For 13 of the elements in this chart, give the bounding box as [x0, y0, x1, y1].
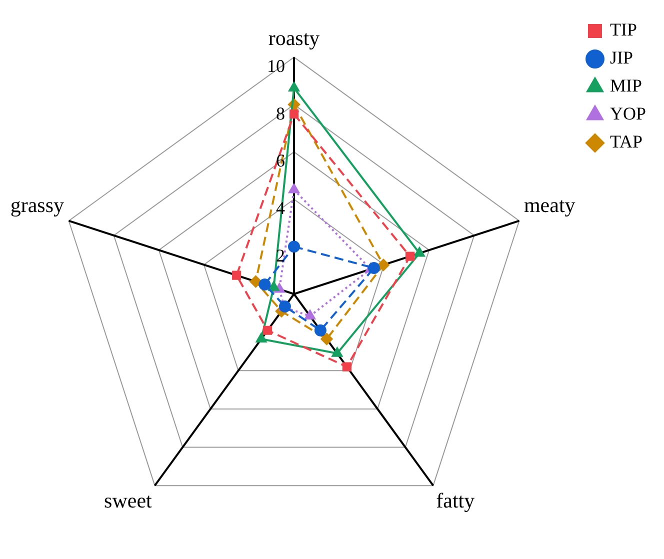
y-tick-label: 6 [276, 150, 285, 171]
spoke-label: meaty [524, 193, 576, 218]
y-tick-label: 10 [267, 56, 285, 76]
legend-label: TAP [610, 132, 643, 152]
legend-label: YOP [610, 104, 646, 124]
spoke-label: sweet [104, 488, 152, 513]
legend-label: TIP [610, 20, 637, 40]
legend-label: JIP [610, 48, 634, 68]
spoke-label: roasty [268, 26, 320, 50]
y-tick-label: 8 [276, 103, 285, 124]
spoke-label: fatty [436, 488, 476, 513]
legend-label: MIP [610, 76, 642, 96]
spoke-label: grassy [10, 193, 65, 218]
